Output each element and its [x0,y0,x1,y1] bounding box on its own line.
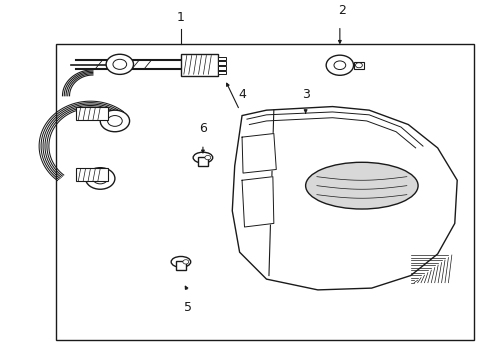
Ellipse shape [171,256,190,267]
Circle shape [85,168,115,189]
Ellipse shape [204,156,210,160]
Ellipse shape [305,162,417,209]
Text: 6: 6 [199,122,206,135]
Bar [181,54,217,76]
Text: 5: 5 [184,301,192,314]
Bar [217,71,226,74]
Circle shape [325,55,353,75]
Bar [56,44,473,340]
Text: 4: 4 [238,88,245,101]
Circle shape [100,110,129,132]
Polygon shape [242,134,276,173]
Bar [176,261,185,270]
Text: 1: 1 [177,11,184,24]
Bar [217,57,226,60]
Text: 2: 2 [338,4,346,17]
Polygon shape [242,177,273,227]
Circle shape [106,54,133,75]
Ellipse shape [193,152,212,163]
Bar [76,107,107,120]
Text: 3: 3 [301,88,309,101]
Bar [198,157,207,166]
Bar [217,61,226,65]
Bar [353,62,364,69]
Ellipse shape [183,260,188,264]
Bar [76,168,107,181]
Bar [217,66,226,69]
Polygon shape [232,107,456,290]
